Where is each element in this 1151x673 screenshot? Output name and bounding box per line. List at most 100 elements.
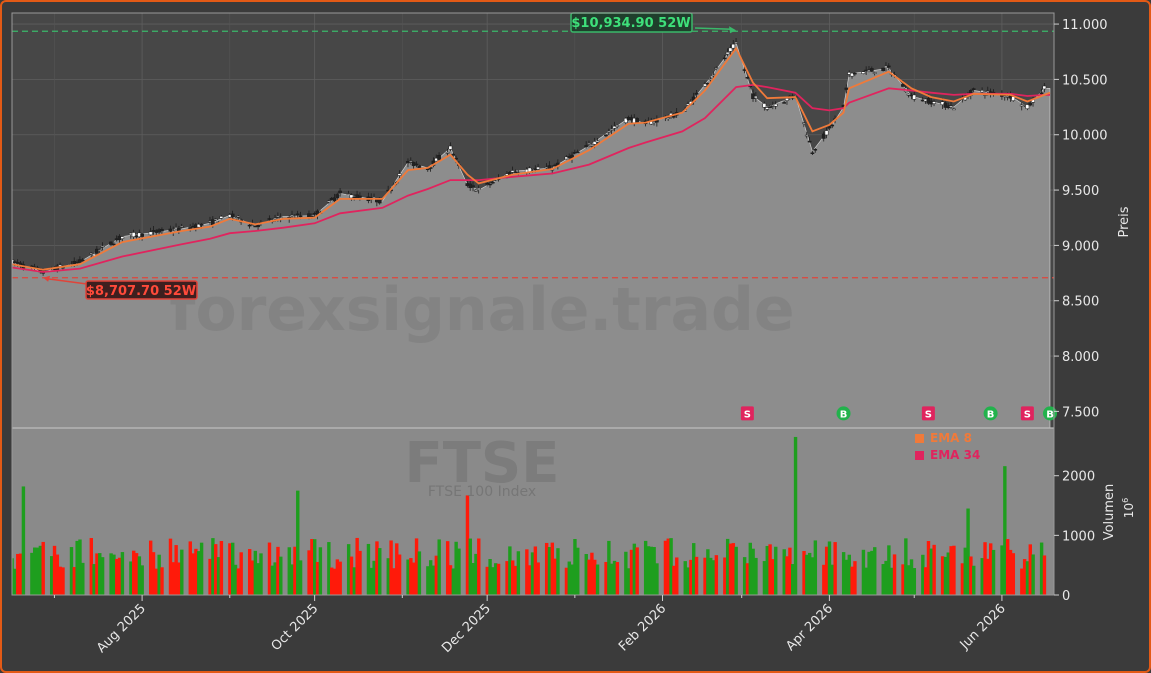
volume-bar xyxy=(587,559,591,595)
volume-bar xyxy=(412,562,416,595)
volume-bar xyxy=(793,436,798,595)
legend-swatch-ema8 xyxy=(915,434,924,443)
volume-bar xyxy=(683,561,687,595)
volume-bar xyxy=(171,562,176,595)
volume-bar xyxy=(785,556,789,595)
candle-body xyxy=(844,87,849,90)
volume-bar xyxy=(867,551,871,595)
candle-body xyxy=(852,72,857,75)
volume-bar xyxy=(923,567,928,595)
volume-bar xyxy=(765,545,769,595)
candle-body xyxy=(810,152,815,154)
candle-body xyxy=(609,129,614,131)
volume-bar xyxy=(536,562,540,595)
candle-body xyxy=(100,246,105,248)
volume-bar xyxy=(1011,553,1016,595)
volume-bar xyxy=(55,554,60,595)
low-52w-arrowhead xyxy=(43,275,51,282)
low-52w-label: $8,707.70 52W xyxy=(86,284,196,299)
candle-body xyxy=(335,194,340,199)
volume-bar xyxy=(791,564,795,595)
volume-bar xyxy=(607,540,611,595)
candle-body xyxy=(408,160,413,162)
volume-bar xyxy=(708,557,713,595)
volume-bar xyxy=(140,565,144,595)
volume-bar xyxy=(168,538,173,595)
low-52w-box xyxy=(85,280,198,300)
volume-bar xyxy=(966,508,970,595)
volume-bar xyxy=(426,566,430,595)
volume-bar xyxy=(75,540,79,595)
volume-bar xyxy=(191,553,195,595)
volume-bar xyxy=(643,540,648,595)
signal-label: B xyxy=(987,409,995,420)
volume-bar xyxy=(511,560,515,595)
candle-body xyxy=(349,194,354,199)
volume-bar xyxy=(675,557,679,595)
plot-border xyxy=(11,12,1055,596)
candle-body xyxy=(346,193,351,195)
volume-bar xyxy=(61,567,65,595)
volume-bar xyxy=(666,538,670,595)
volume-tick-label: 1000 xyxy=(1062,529,1095,544)
candles xyxy=(12,38,1047,276)
candle-body xyxy=(89,252,94,255)
candle-body xyxy=(199,223,204,226)
svg-text:106: 106 xyxy=(1121,498,1136,518)
candle-body xyxy=(728,47,733,52)
candle-body xyxy=(451,154,456,156)
signal-buy-marker xyxy=(983,406,998,421)
volume-bar xyxy=(451,568,456,595)
volume-bar xyxy=(751,548,755,595)
volume-bar xyxy=(564,567,569,595)
volume-bar xyxy=(318,547,323,595)
volume-bar xyxy=(550,542,555,595)
volume-bars xyxy=(12,436,1047,595)
volume-bar xyxy=(188,541,192,595)
volume-bar xyxy=(626,568,631,595)
symbol-watermark: FTSE xyxy=(404,431,559,496)
candle-body xyxy=(612,125,617,129)
volume-bar xyxy=(929,548,934,595)
volume-bar xyxy=(983,542,987,595)
volume-bar xyxy=(547,547,552,595)
candle-body xyxy=(417,165,422,168)
volume-bar xyxy=(494,563,498,595)
volume-bar xyxy=(194,548,198,595)
volume-bar xyxy=(95,553,99,595)
volume-bar xyxy=(239,552,243,595)
volume-bar xyxy=(157,554,161,595)
candle-body xyxy=(488,183,492,186)
volume-bar xyxy=(584,554,588,595)
volume-bar xyxy=(78,539,82,595)
time-tick-label: Dec 2025 xyxy=(439,601,494,656)
candle-body xyxy=(326,200,331,203)
low-52w-arrow xyxy=(47,278,88,285)
volume-bar xyxy=(689,559,693,595)
candle-body xyxy=(827,126,832,129)
volume-bar xyxy=(624,551,628,595)
volume-bar xyxy=(18,553,23,595)
candle-body xyxy=(510,170,515,173)
volume-bar xyxy=(969,556,973,595)
volume-bar xyxy=(669,538,673,595)
signal-label: B xyxy=(840,409,848,420)
volume-bar xyxy=(782,549,786,595)
volume-bar xyxy=(1008,549,1013,595)
volume-bar xyxy=(414,538,419,595)
candle-body xyxy=(589,145,594,147)
candle-body xyxy=(807,140,812,143)
candle-body xyxy=(912,94,917,100)
legend-label-ema34: EMA 34 xyxy=(930,448,980,462)
volume-bar xyxy=(21,486,26,595)
time-tick-label: Feb 2026 xyxy=(616,601,669,654)
volume-bar xyxy=(632,543,637,595)
volume-bar xyxy=(477,538,481,595)
candle-body xyxy=(813,149,818,151)
volume-bar xyxy=(434,555,439,595)
signal-label: S xyxy=(925,409,932,420)
volume-bar xyxy=(137,556,142,595)
candle-body xyxy=(971,88,976,91)
candle-body xyxy=(592,141,597,145)
